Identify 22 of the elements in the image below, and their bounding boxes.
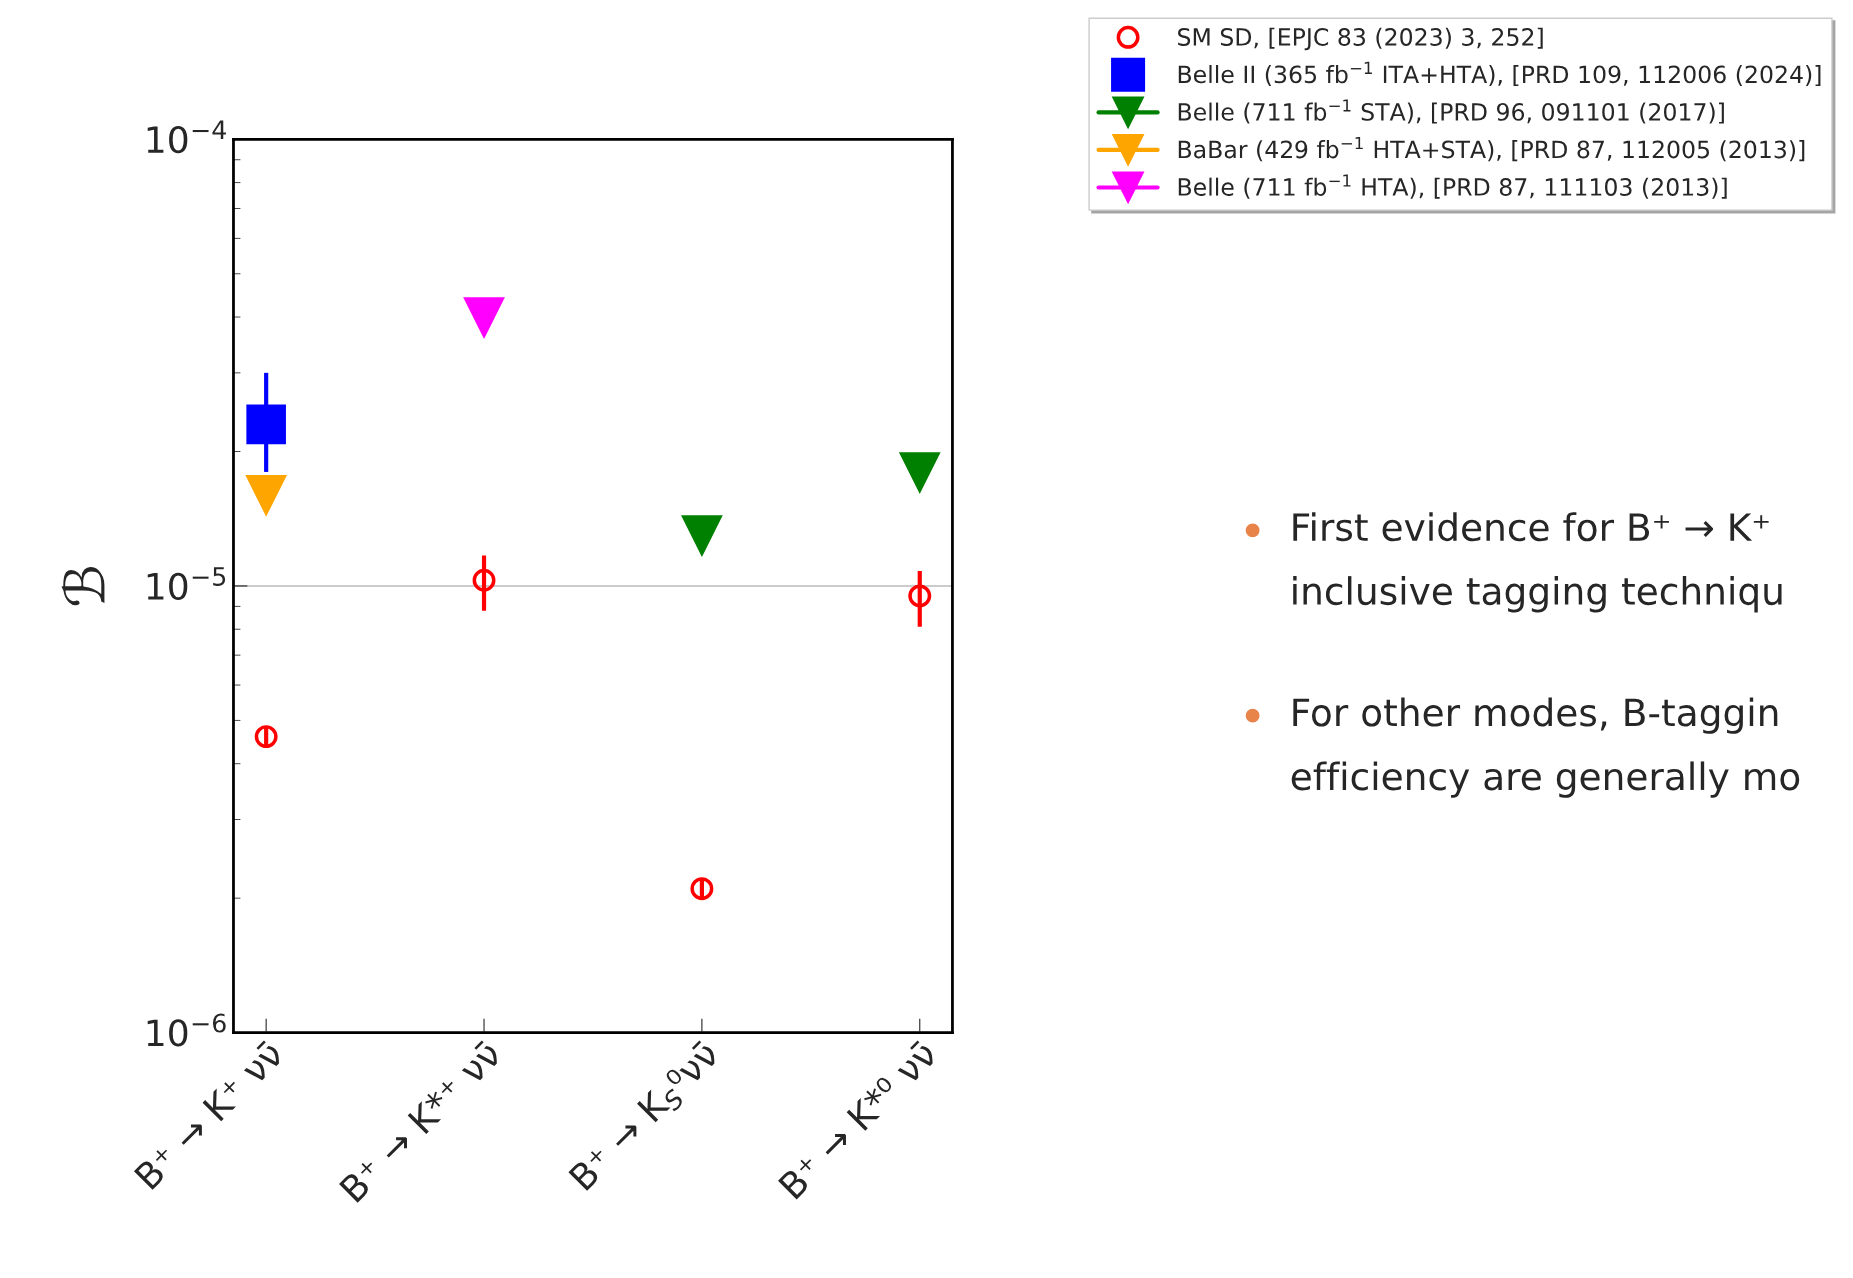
y-tick-label: 10$^{−4}$ <box>147 120 226 154</box>
legend-label: BaBar (429 fb$^{−1}$ HTA+STA), [PRD 87, 112005 (2013)] <box>1178 136 1805 162</box>
point <box>254 725 278 749</box>
point <box>472 568 496 592</box>
legend-label: Belle (711 fb$^{−1}$ HTA), [PRD 87, 111103 (2013)] <box>1178 174 1727 199</box>
y-tick-label: 10$^{−6}$ <box>147 1013 226 1047</box>
point <box>908 584 932 608</box>
text: inclusive tagging techniqu <box>1293 576 1782 613</box>
point <box>690 877 714 901</box>
point <box>246 474 286 515</box>
legend-label: SM SD, [EPJC 83 (2023) 3, 252] <box>1178 27 1543 51</box>
x-tick-label: B⁺ → K*⁰ νν̄ <box>777 1039 938 1200</box>
legend-label: Belle (711 fb$^{−1}$ STA), [PRD 96, 091101 (2017)] <box>1178 99 1724 124</box>
x-tick-label: B⁺ → K*⁺ νν̄ <box>338 1039 503 1203</box>
text: For other modes, B-taggin <box>1293 697 1778 734</box>
legend-label: Belle II (365 fb$^{−1}$ ITA+HTA), [PRD 109, 112006 (2024)] <box>1178 61 1821 87</box>
y-axis-title: ℬ <box>61 567 105 606</box>
text: First evidence for B⁺ → K⁺ <box>1293 512 1769 542</box>
y-tick-label: 10$^{−5}$ <box>147 567 226 600</box>
x-tick-label: B⁺ → K$_{S}$⁰νν̄ <box>568 1039 725 1196</box>
point <box>246 404 286 445</box>
text: efficiency are generally mo <box>1291 761 1800 798</box>
